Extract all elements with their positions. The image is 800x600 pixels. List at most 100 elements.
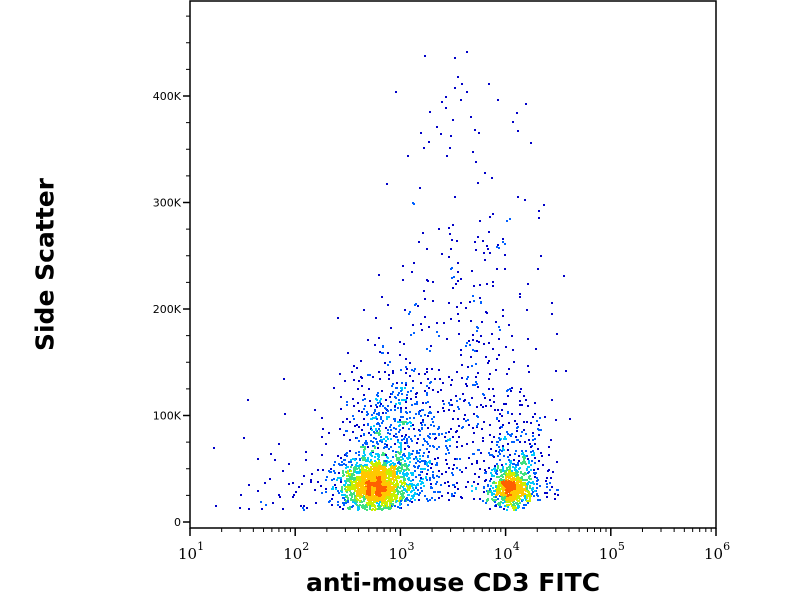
data-point [403,477,405,479]
data-point [365,472,367,474]
data-point [459,398,461,400]
data-point [422,460,424,462]
data-point [429,111,431,113]
data-point [449,233,451,235]
data-point [402,427,404,429]
data-point [493,436,495,438]
data-point [387,304,389,306]
data-point [407,499,409,501]
data-point [453,464,455,466]
data-point [356,437,358,439]
data-point [458,320,460,322]
data-point [354,490,356,492]
data-point [486,245,488,247]
data-point [458,436,460,438]
data-point [556,461,558,463]
data-point [513,509,515,511]
data-point [340,396,342,398]
data-point [372,376,374,378]
data-point [410,398,412,400]
data-point [393,435,395,437]
data-point [340,457,342,459]
data-point [400,459,402,461]
data-point [511,433,513,435]
data-point [405,434,407,436]
data-points [213,51,571,511]
data-point [538,210,540,212]
data-point [517,196,519,198]
data-point [492,388,494,390]
data-point [384,481,386,483]
data-point [387,364,389,366]
data-point [495,369,497,371]
data-point [387,489,389,491]
data-point [448,499,450,501]
data-point [396,468,398,470]
data-point [460,349,462,351]
data-point [450,248,452,250]
data-point [517,488,519,490]
data-point [337,490,339,492]
data-point [424,463,426,465]
data-point [496,470,498,472]
data-point [372,508,374,510]
data-point [320,485,322,487]
data-point [261,508,263,510]
data-point [505,346,507,348]
data-point [443,403,445,405]
data-point [436,481,438,483]
data-point [347,507,349,509]
data-point [426,464,428,466]
data-point [497,455,499,457]
data-point [390,471,392,473]
data-point [426,394,428,396]
data-point [387,429,389,431]
data-point [328,501,330,503]
data-point [488,231,490,233]
data-point [405,401,407,403]
data-point [343,434,345,436]
data-point [415,396,417,398]
data-point [405,382,407,384]
data-point [505,499,507,501]
data-point [349,450,351,452]
data-point [464,399,466,401]
data-point [503,449,505,451]
data-point [515,436,517,438]
data-point [365,484,367,486]
data-point [302,507,304,509]
data-point [533,454,535,456]
data-point [489,399,491,401]
data-point [462,393,464,395]
data-point [502,309,504,311]
data-point [403,479,405,481]
data-point [427,435,429,437]
data-point [428,412,430,414]
data-point [405,498,407,500]
data-point [394,463,396,465]
data-point [435,483,437,485]
data-point [507,443,509,445]
data-point [537,268,539,270]
data-point [399,429,401,431]
data-point [495,482,497,484]
data-point [347,470,349,472]
data-point [409,311,411,313]
data-point [378,337,380,339]
data-point [413,203,415,205]
data-point [530,451,532,453]
data-point [400,369,402,371]
data-point [380,436,382,438]
data-point [394,505,396,507]
data-point [400,485,402,487]
data-point [346,475,348,477]
data-point [419,458,421,460]
data-point [411,271,413,273]
data-point [342,470,344,472]
data-point [556,333,558,335]
data-point [517,480,519,482]
data-point [532,481,534,483]
data-point [471,463,473,465]
data-point [529,443,531,445]
data-point [346,466,348,468]
